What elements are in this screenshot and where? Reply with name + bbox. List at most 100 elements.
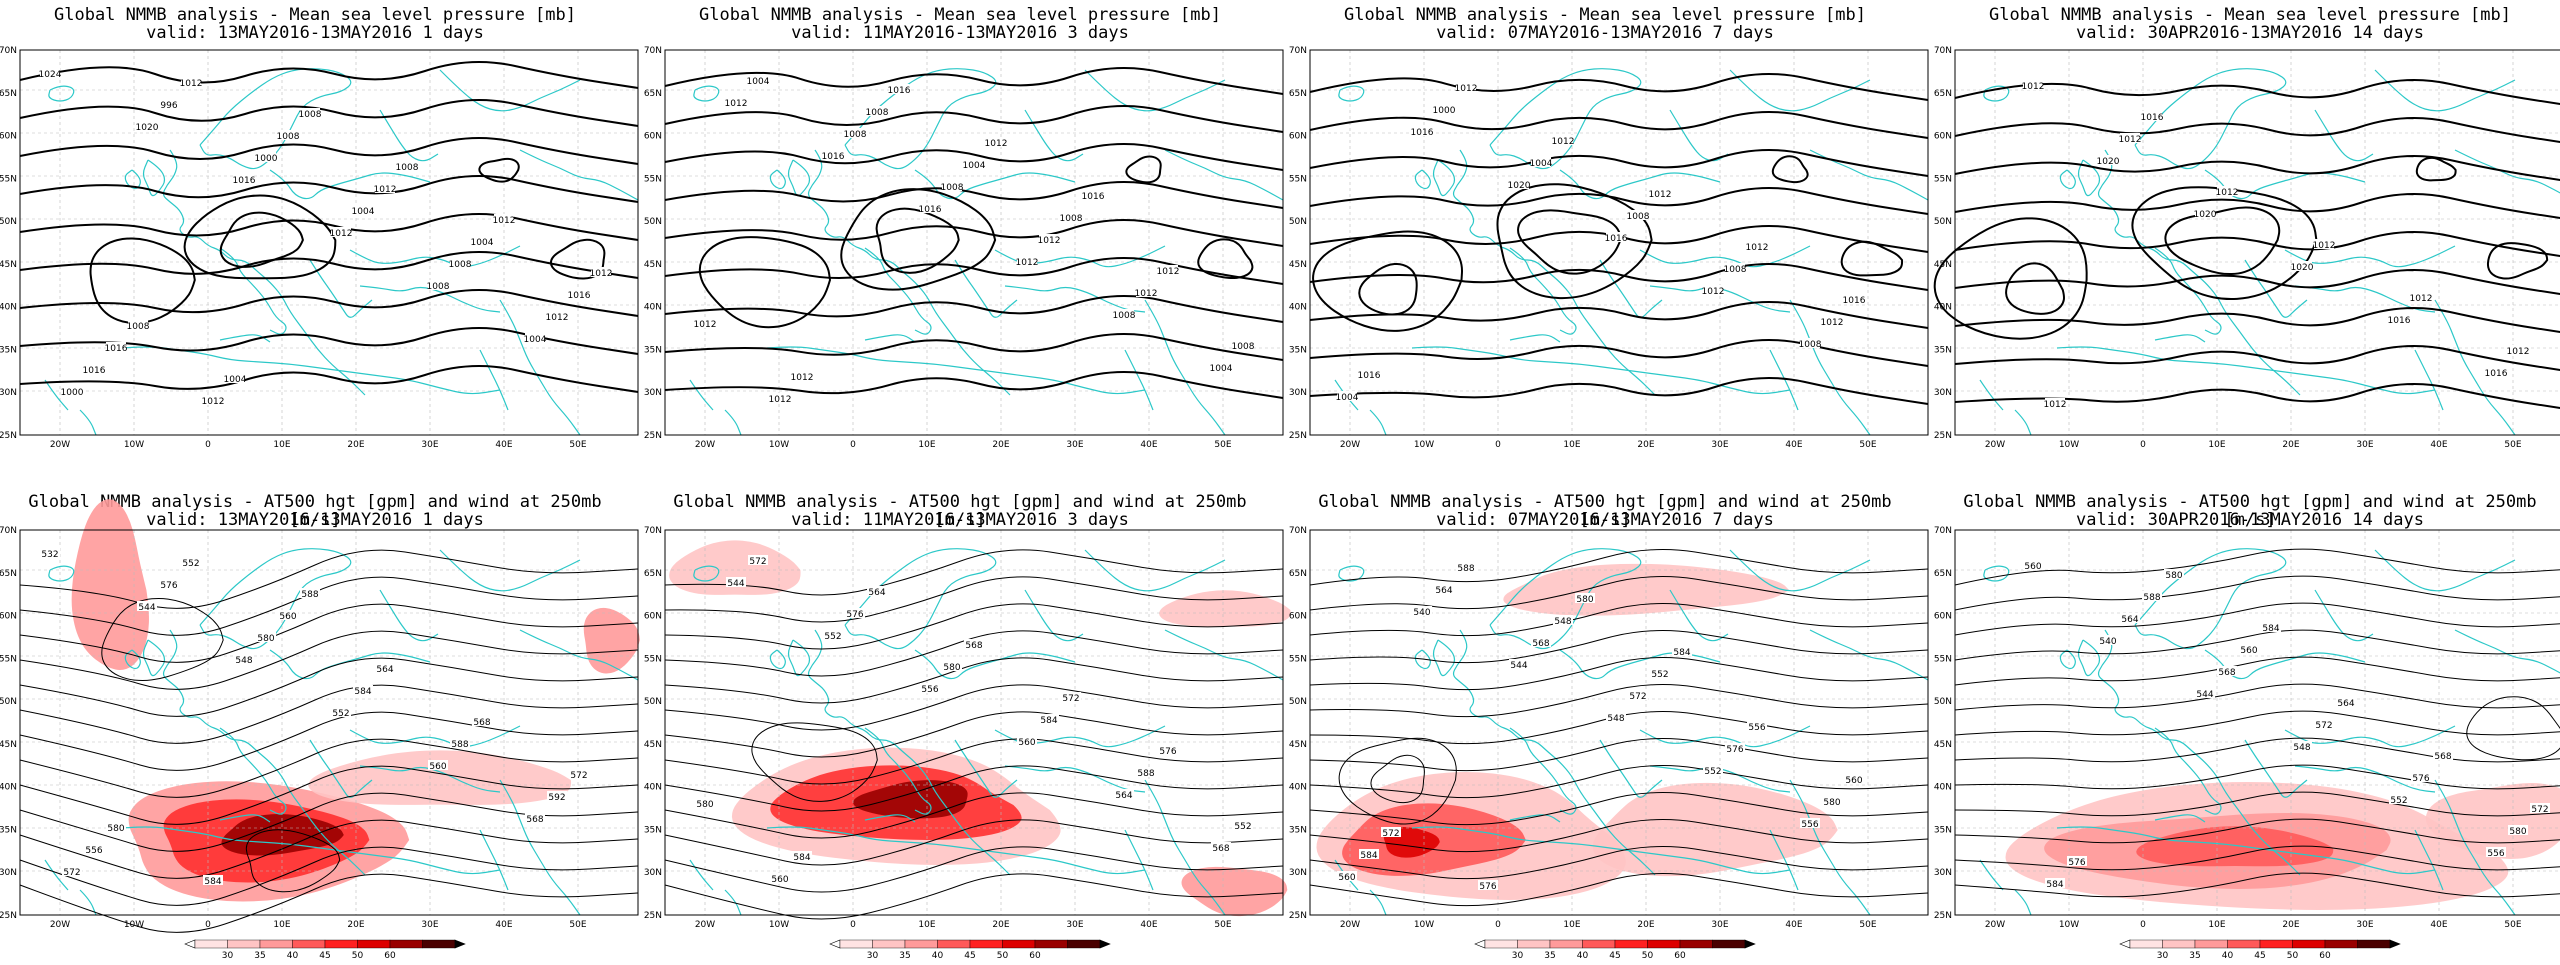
isobars bbox=[1933, 79, 2560, 410]
longitude-tick-label: 10W bbox=[769, 920, 789, 930]
contour-label: 580 bbox=[257, 634, 274, 644]
contour-label: 1000 bbox=[1433, 106, 1456, 116]
latitude-tick-label: 60N bbox=[0, 132, 17, 142]
longitude-tick-label: 40E bbox=[495, 440, 512, 450]
contour-label: 544 bbox=[1510, 661, 1527, 671]
latitude-tick-label: 55N bbox=[644, 174, 662, 184]
contour-label: 564 bbox=[868, 588, 885, 598]
colorbar-swatch bbox=[2357, 939, 2391, 949]
latitude-tick-label: 50N bbox=[1934, 217, 1952, 227]
latitude-tick-label: 55N bbox=[0, 654, 17, 664]
latitude-tick-label: 55N bbox=[1934, 654, 1952, 664]
colorbar-swatch bbox=[1517, 939, 1551, 949]
contour-label: 1008 bbox=[427, 282, 450, 292]
contour-label: 1012 bbox=[985, 139, 1008, 149]
longitude-tick-label: 30E bbox=[2356, 920, 2373, 930]
colorbar-swatch bbox=[1484, 939, 1518, 949]
contour-label: 552 bbox=[332, 709, 349, 719]
geopotential-contours bbox=[19, 549, 639, 933]
panel-title: Global NMMB analysis - AT500 hgt [gpm] a… bbox=[673, 492, 1247, 530]
longitude-tick-label: 30E bbox=[1711, 920, 1728, 930]
latitude-tick-label: 50N bbox=[1934, 697, 1952, 707]
latitude-tick-label: 35N bbox=[1934, 345, 1952, 355]
colorbar-tick-label: 45 bbox=[2254, 951, 2265, 961]
contour-label: 1016 bbox=[1411, 128, 1434, 138]
contour-label: 1020 bbox=[2097, 157, 2120, 167]
contour-label: 1008 bbox=[866, 108, 889, 118]
contour-label: 572 bbox=[1629, 692, 1646, 702]
longitude-tick-label: 20W bbox=[695, 920, 715, 930]
contour-label: 1004 bbox=[352, 207, 375, 217]
latitude-tick-label: 35N bbox=[1289, 825, 1307, 835]
latitude-tick-label: 70N bbox=[1934, 46, 1952, 56]
latitude-tick-label: 40N bbox=[644, 303, 662, 313]
coastlines bbox=[1979, 548, 2560, 916]
longitude-tick-label: 20W bbox=[695, 440, 715, 450]
contour-label: 560 bbox=[1845, 776, 1862, 786]
longitude-tick-label: 20W bbox=[1340, 440, 1360, 450]
contour-label: 572 bbox=[63, 868, 80, 878]
wind-speed-shading bbox=[2425, 782, 2560, 859]
latitude-tick-label: 30N bbox=[644, 868, 662, 878]
latitude-tick-label: 45N bbox=[1934, 740, 1952, 750]
contour-label: 544 bbox=[2196, 690, 2213, 700]
contour-label: 580 bbox=[1823, 798, 1840, 808]
longitude-tick-label: 50E bbox=[1214, 920, 1231, 930]
colorbar-tick-label: 40 bbox=[2222, 951, 2234, 961]
mslp-panel-1: Global NMMB analysis - Mean sea level pr… bbox=[0, 0, 639, 480]
colorbar-swatch bbox=[937, 939, 971, 949]
contour-label: 1020 bbox=[2194, 210, 2217, 220]
contour-label: 1012 bbox=[2022, 82, 2045, 92]
contour-label: 556 bbox=[921, 685, 938, 695]
contour-label: 568 bbox=[965, 641, 982, 651]
latitude-tick-label: 25N bbox=[1934, 911, 1952, 921]
colorbar-tick-label: 50 bbox=[2287, 951, 2299, 961]
latitude-tick-label: 70N bbox=[644, 46, 662, 56]
contour-label: 552 bbox=[2390, 796, 2407, 806]
longitude-tick-label: 50E bbox=[569, 920, 586, 930]
colorbar-tick-label: 35 bbox=[899, 951, 910, 961]
colorbar-swatch bbox=[969, 939, 1003, 949]
contour-label: 1012 bbox=[694, 320, 717, 330]
colorbar-tick-label: 40 bbox=[932, 951, 944, 961]
contour-label: 548 bbox=[2293, 743, 2310, 753]
contour-label: 1012 bbox=[180, 79, 203, 89]
contour-label: 1012 bbox=[590, 269, 613, 279]
latitude-tick-label: 30N bbox=[0, 388, 17, 398]
contour-label: 1012 bbox=[1649, 190, 1672, 200]
contour-label: 1008 bbox=[941, 183, 964, 193]
latitude-tick-label: 25N bbox=[644, 911, 662, 921]
longitude-tick-label: 40E bbox=[1140, 920, 1157, 930]
contour-label: 1012 bbox=[2119, 135, 2142, 145]
contour-label: 1008 bbox=[299, 110, 322, 120]
contour-label: 1008 bbox=[1799, 340, 1822, 350]
contour-label: 568 bbox=[1212, 844, 1229, 854]
longitude-tick-label: 20E bbox=[992, 440, 1009, 450]
longitude-tick-label: 50E bbox=[2504, 920, 2521, 930]
latitude-tick-label: 55N bbox=[1934, 174, 1952, 184]
longitude-tick-label: 20W bbox=[1985, 920, 2005, 930]
colorbar-tick-label: 50 bbox=[997, 951, 1009, 961]
colorbar-tick-label: 35 bbox=[1544, 951, 1555, 961]
contour-label: 564 bbox=[1435, 586, 1452, 596]
contour-label: 584 bbox=[1360, 851, 1377, 861]
contour-label: 580 bbox=[107, 824, 124, 834]
longitude-tick-label: 50E bbox=[1859, 440, 1876, 450]
colorbar-tick-label: 60 bbox=[384, 951, 396, 961]
map-plot: 540 544 548 552 556 560 564 568 572 576 580 584 588 5… bbox=[1934, 526, 2560, 961]
contour-label: 556 bbox=[1748, 723, 1765, 733]
latitude-tick-label: 35N bbox=[644, 825, 662, 835]
contour-label: 1020 bbox=[2291, 263, 2314, 273]
map-plot: 1012 1016 1016 1012 1008 1004 1004 1008 1008 1012… bbox=[644, 46, 1284, 450]
longitude-tick-label: 20E bbox=[992, 920, 1009, 930]
latitude-tick-label: 40N bbox=[0, 303, 17, 313]
latitude-tick-label: 35N bbox=[644, 345, 662, 355]
wind-speed-shading bbox=[583, 607, 640, 674]
z500-panel-2: Global NMMB analysis - AT500 hgt [gpm] a… bbox=[644, 485, 1291, 965]
latitude-tick-label: 65N bbox=[644, 89, 662, 99]
contour-label: 556 bbox=[2487, 849, 2504, 859]
longitude-tick-label: 10E bbox=[2208, 920, 2225, 930]
latitude-tick-label: 55N bbox=[1289, 654, 1307, 664]
latitude-tick-label: 40N bbox=[1289, 783, 1307, 793]
wind-colorbar: 30 35 40 45 50 60 bbox=[2119, 939, 2401, 961]
